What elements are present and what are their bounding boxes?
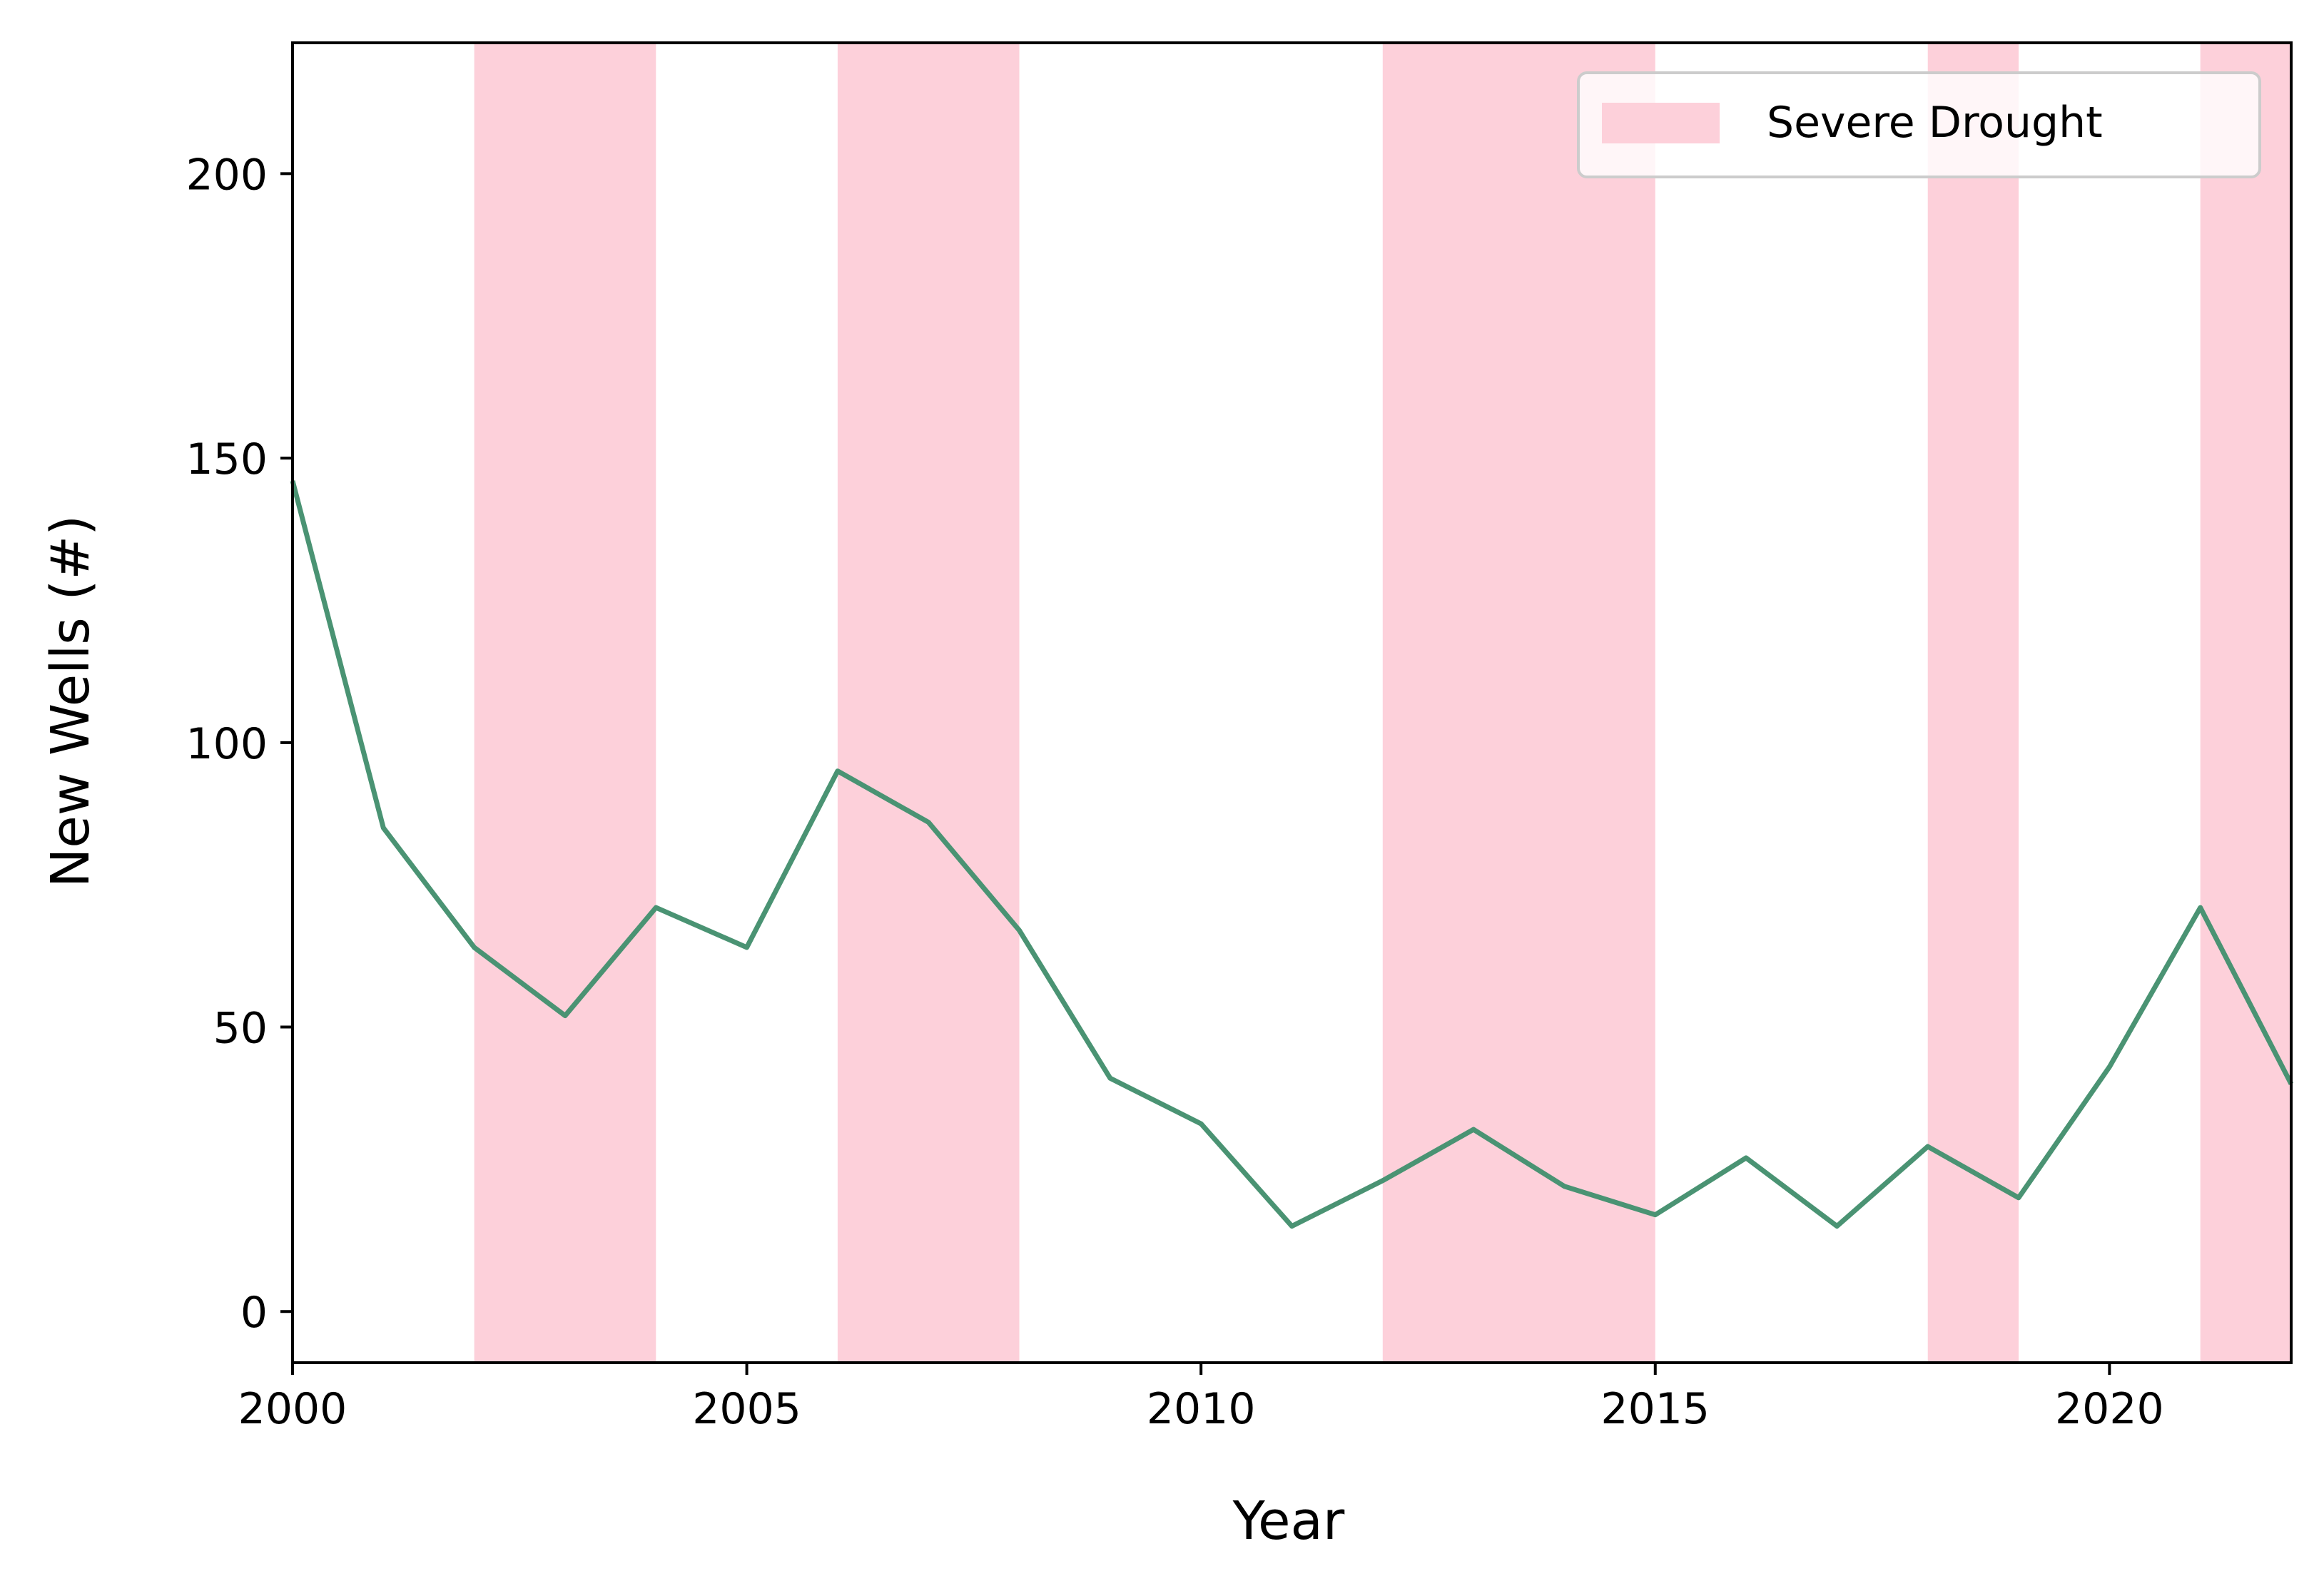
drought-band-2006-2008 — [837, 43, 1020, 1363]
drought-band-2002-2004 — [474, 43, 656, 1363]
legend-box — [1577, 71, 2261, 178]
new-wells-line — [290, 480, 2294, 1229]
legend: Severe Drought — [1577, 71, 2261, 178]
x-tick-label: 2015 — [1600, 1384, 1710, 1434]
drought-shading-layer — [474, 43, 2291, 1363]
y-axis-ticks: 0 50 100 150 200 — [186, 150, 293, 1338]
x-tick-label: 2005 — [692, 1384, 801, 1434]
legend-swatch-severe-drought — [1602, 103, 1720, 143]
y-axis-label: New Wells (#) — [40, 515, 101, 888]
drought-band-2018-2019 — [1927, 43, 2019, 1363]
y-tick-label: 150 — [186, 434, 268, 484]
plot-frame — [291, 41, 2293, 1364]
y-tick-label: 100 — [186, 719, 268, 769]
x-axis-ticks: 2000 2005 2010 2015 2020 — [238, 1363, 2164, 1434]
y-tick-label: 50 — [213, 1004, 268, 1054]
y-tick-label: 0 — [240, 1288, 268, 1338]
x-tick-label: 2020 — [2055, 1384, 2164, 1434]
legend-label-severe-drought: Severe Drought — [1767, 98, 2103, 148]
y-tick-label: 200 — [186, 150, 268, 200]
x-tick-label: 2010 — [1147, 1384, 1256, 1434]
x-tick-label: 2000 — [238, 1384, 347, 1434]
drought-band-2012-2015 — [1382, 43, 1655, 1363]
drought-band-2021-2022 — [2200, 43, 2291, 1363]
x-axis-label: Year — [1232, 1490, 1345, 1552]
